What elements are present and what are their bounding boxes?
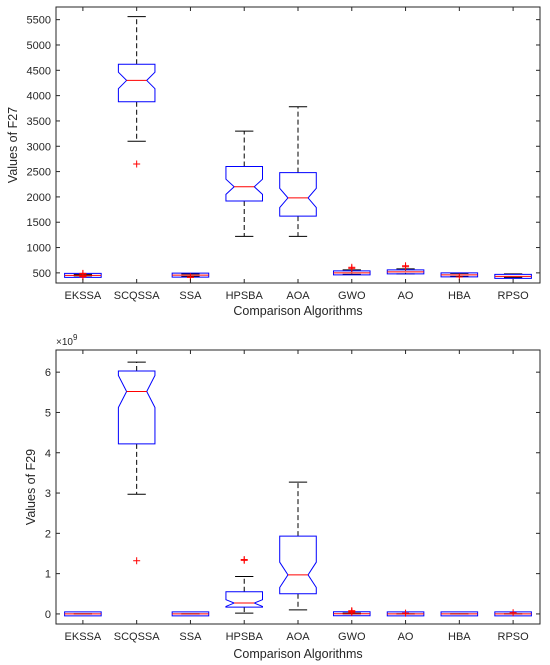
f27-box-ekssa: [64, 269, 102, 281]
box-body: [171, 611, 210, 617]
outlier-marker: [79, 269, 87, 277]
f27-x-tick-label: AO: [398, 290, 414, 302]
box-body: [64, 611, 102, 617]
f27-boxes: [64, 16, 532, 281]
f27-y-axis-label: Values of F27: [6, 107, 20, 183]
outlier-marker: [509, 609, 517, 617]
f29-box-rpso: [494, 609, 532, 617]
f29-x-tick-label: HBA: [448, 631, 471, 643]
f29-x-tick-label: AO: [398, 631, 414, 643]
box-body: [440, 272, 479, 278]
f27-box-hpsba: [225, 130, 264, 237]
f29-x-tick-label: AOA: [286, 631, 310, 643]
f29-box-aoa: [279, 481, 317, 611]
box-body: [386, 269, 425, 275]
f29-x-axis-label: Comparison Algorithms: [233, 647, 362, 661]
f27-x-ticks: EKSSA SCQSSA SSA HPSBA AOA GWO AO HBA RPSO: [65, 7, 530, 302]
f27-y-tick-label: 5000: [27, 40, 51, 52]
f27-y-tick-label: 4500: [27, 65, 51, 77]
f29-y-tick-label: 6: [45, 367, 51, 379]
box-body: [117, 63, 156, 103]
f29-y-tick-label: 3: [45, 488, 51, 500]
f29-y-tick-label: 2: [45, 528, 51, 540]
f27-box-ssa: [171, 272, 210, 281]
f29-box-scqssa: [117, 361, 156, 565]
f27-box-plot: 500 1000 1500 2000 2500 3000 3500 4000 4500 5000 5…: [6, 6, 541, 318]
box-body: [279, 535, 317, 595]
f29-y-tick-label: 5: [45, 407, 51, 419]
f29-exponent-base: ×10: [56, 337, 73, 348]
f29-x-tick-label: SSA: [179, 631, 202, 643]
f27-y-ticks: 500 1000 1500 2000 2500 3000 3500 4000 4500 5000 5…: [27, 15, 540, 280]
f29-box-ssa: [171, 611, 210, 617]
f29-y-tick-label: 0: [45, 609, 51, 621]
f27-x-tick-label: HBA: [448, 290, 471, 302]
box-body: [117, 370, 156, 445]
f29-box-plot: 0 1 2 3 4 5 6 EKSSA SCQSSA SSA HPSBA AOA GWO AO HBA RP…: [24, 333, 541, 661]
box-body: [440, 611, 479, 617]
f27-x-tick-label: SCQSSA: [114, 290, 161, 302]
f27-y-tick-label: 1000: [27, 243, 51, 255]
box-body: [225, 591, 264, 608]
box-body: [494, 273, 532, 279]
f27-x-tick-label: EKSSA: [65, 290, 102, 302]
f27-box-aoa: [279, 106, 317, 237]
f29-exponent-label: ×109: [56, 333, 78, 348]
f27-box-scqssa: [117, 16, 156, 168]
f29-x-ticks: EKSSA SCQSSA SSA HPSBA AOA GWO AO HBA RPSO: [65, 350, 530, 643]
f27-box-gwo: [332, 263, 371, 276]
f27-x-tick-label: HPSBA: [226, 290, 264, 302]
f27-y-tick-label: 4000: [27, 91, 51, 103]
box-body: [225, 166, 264, 202]
f27-box-ao: [386, 262, 425, 275]
f27-y-tick-label: 3000: [27, 141, 51, 153]
f27-y-tick-label: 500: [33, 268, 51, 280]
f29-x-tick-label: SCQSSA: [114, 631, 161, 643]
outlier-marker: [133, 557, 141, 565]
f29-box-ekssa: [64, 611, 102, 617]
box-body: [279, 172, 317, 217]
f29-exponent-power: 9: [73, 333, 78, 342]
f27-y-tick-label: 1500: [27, 217, 51, 229]
outlier-marker: [402, 262, 410, 270]
f27-x-axis-label: Comparison Algorithms: [233, 304, 362, 318]
f27-x-tick-label: SSA: [179, 290, 202, 302]
f27-y-tick-label: 3500: [27, 116, 51, 128]
f29-x-tick-label: EKSSA: [65, 631, 102, 643]
outlier-marker: [348, 263, 356, 271]
f29-x-tick-label: HPSBA: [226, 631, 264, 643]
f27-y-tick-label: 2000: [27, 192, 51, 204]
box-body: [386, 611, 425, 617]
f27-box-hba: [440, 272, 479, 281]
f29-boxes: [64, 361, 532, 617]
f29-box-hba: [440, 611, 479, 617]
box-body: [171, 272, 210, 278]
box-body: [64, 272, 102, 278]
f27-y-tick-label: 2500: [27, 167, 51, 179]
box-body: [332, 270, 371, 276]
f29-y-tick-label: 4: [45, 448, 51, 460]
f27-y-tick-label: 5500: [27, 15, 51, 27]
f29-box-gwo: [332, 607, 371, 617]
outlier-marker: [348, 607, 356, 615]
f29-x-tick-label: RPSO: [498, 631, 530, 643]
f27-x-tick-label: RPSO: [498, 290, 530, 302]
f29-y-axis-label: Values of F29: [24, 449, 38, 525]
f27-x-tick-label: AOA: [286, 290, 310, 302]
box-body: [494, 611, 532, 617]
f29-box-ao: [386, 609, 425, 617]
f27-x-tick-label: GWO: [338, 290, 366, 302]
f29-box-hpsba: [225, 556, 264, 614]
f29-y-tick-label: 1: [45, 569, 51, 581]
box-body: [332, 611, 371, 617]
f29-x-tick-label: GWO: [338, 631, 366, 643]
f27-box-rpso: [494, 273, 532, 279]
outlier-marker: [133, 160, 141, 168]
outlier-marker: [240, 556, 248, 564]
outlier-marker: [402, 609, 410, 617]
f29-y-ticks: 0 1 2 3 4 5 6: [45, 367, 540, 621]
